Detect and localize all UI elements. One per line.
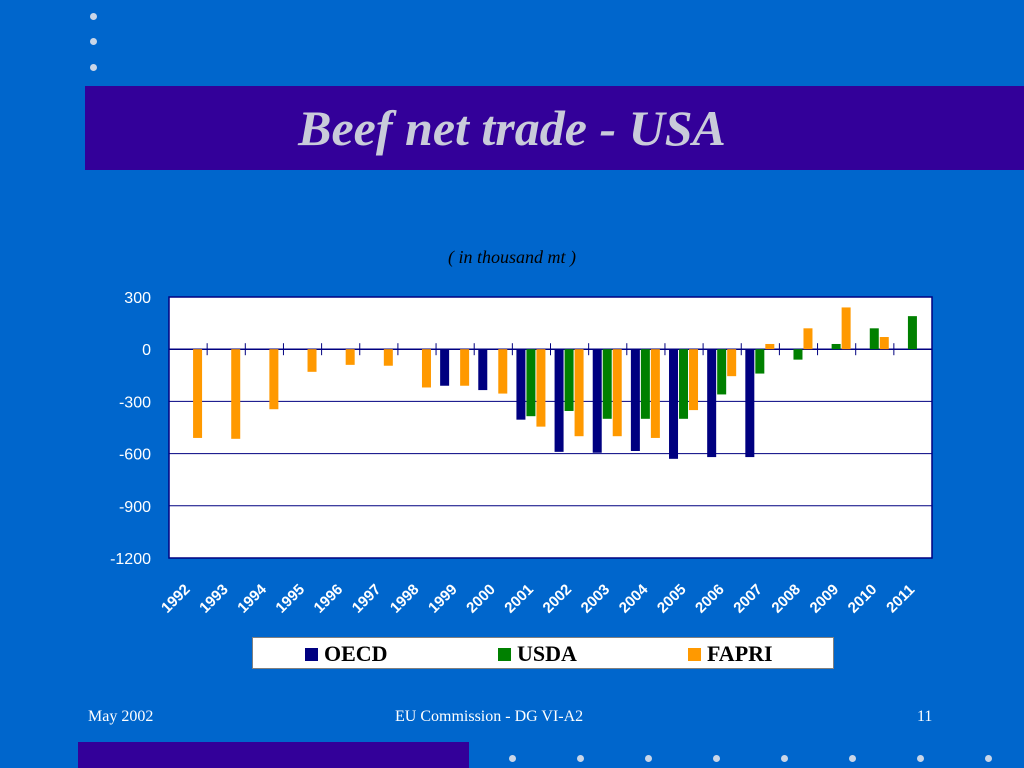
legend-swatch-oecd <box>305 647 318 661</box>
x-tick-label: 1999 <box>425 581 461 617</box>
y-tick-label: 0 <box>142 342 151 359</box>
bar-oecd-2004 <box>630 349 640 451</box>
bar-usda-2003 <box>602 349 612 419</box>
bar-fapri-1998 <box>421 349 431 388</box>
legend-label-usda: USDA <box>517 641 577 666</box>
bar-fapri-2007 <box>765 343 775 350</box>
x-tick-label: 1995 <box>272 581 308 617</box>
title-band <box>85 86 1024 170</box>
bar-usda-2010 <box>869 328 879 350</box>
x-tick-label: 2005 <box>654 581 690 617</box>
bar-fapri-1996 <box>345 349 355 365</box>
bar-usda-2011 <box>907 316 917 350</box>
x-tick-label: 2007 <box>730 581 766 617</box>
bar-fapri-2004 <box>650 349 660 438</box>
x-tick-label: 2004 <box>616 581 652 617</box>
bar-usda-2008 <box>793 349 803 360</box>
y-tick-label: -300 <box>119 394 151 411</box>
bar-oecd-2006 <box>707 349 717 458</box>
bar-usda-2004 <box>640 349 650 419</box>
chart-legend: OECD USDA FAPRI <box>252 637 834 669</box>
bar-usda-2002 <box>564 349 574 411</box>
bar-fapri-1994 <box>269 349 279 410</box>
footer-page-number: 11 <box>917 708 933 725</box>
bar-fapri-1992 <box>193 349 203 438</box>
y-tick-label: -1200 <box>110 551 151 568</box>
x-tick-label: 1994 <box>234 581 270 617</box>
bar-oecd-2000 <box>478 349 488 391</box>
bar-fapri-1993 <box>231 349 241 439</box>
decor-dot <box>90 13 97 20</box>
bar-fapri-1997 <box>383 349 393 366</box>
x-tick-label: 2000 <box>463 581 499 617</box>
decor-dot <box>849 755 856 762</box>
bar-oecd-2007 <box>745 349 755 458</box>
footer-date: May 2002 <box>88 708 154 725</box>
x-tick-label: 2009 <box>807 581 843 617</box>
y-tick-label: 300 <box>124 290 151 307</box>
bar-fapri-2009 <box>841 307 851 350</box>
bar-fapri-2000 <box>498 349 508 394</box>
x-tick-label: 1997 <box>349 581 385 617</box>
x-tick-label: 2002 <box>540 581 576 617</box>
x-tick-label: 1992 <box>158 581 194 617</box>
bar-oecd-2002 <box>554 349 564 452</box>
legend-label-oecd: OECD <box>324 641 388 666</box>
decor-dot <box>713 755 720 762</box>
bar-fapri-1995 <box>307 349 317 372</box>
bar-oecd-2001 <box>516 349 526 420</box>
legend-label-fapri: FAPRI <box>707 641 773 666</box>
decor-dot <box>90 64 97 71</box>
legend-item-fapri: FAPRI <box>688 641 773 666</box>
bar-fapri-2010 <box>879 337 889 350</box>
footer-organization: EU Commission - DG VI-A2 <box>395 708 584 725</box>
bar-oecd-1999 <box>440 349 450 386</box>
x-tick-label: 2003 <box>578 581 614 617</box>
x-tick-label: 2001 <box>501 581 537 617</box>
x-tick-label: 2006 <box>692 581 728 617</box>
decor-dot <box>577 755 584 762</box>
bar-fapri-1999 <box>460 349 470 386</box>
decor-dot <box>90 38 97 45</box>
decor-dot <box>917 755 924 762</box>
bar-oecd-2005 <box>669 349 679 459</box>
decor-dot <box>509 755 516 762</box>
x-tick-label: 1998 <box>387 581 423 617</box>
bar-fapri-2002 <box>574 349 584 437</box>
y-tick-label: -900 <box>119 499 151 516</box>
decor-dot <box>781 755 788 762</box>
slide-title: Beef net trade - USA <box>298 100 726 156</box>
bar-fapri-2001 <box>536 349 546 427</box>
bar-oecd-2003 <box>592 349 602 453</box>
x-tick-label: 2008 <box>768 581 804 617</box>
legend-item-usda: USDA <box>498 641 577 666</box>
bottom-band <box>78 742 469 768</box>
bar-usda-2001 <box>526 349 536 417</box>
bar-usda-2006 <box>717 349 727 395</box>
x-tick-label: 1996 <box>311 581 347 617</box>
bar-fapri-2006 <box>727 349 737 377</box>
decor-dot <box>985 755 992 762</box>
legend-item-oecd: OECD <box>305 641 388 666</box>
x-tick-label: 1993 <box>196 581 232 617</box>
legend-swatch-usda <box>498 647 511 661</box>
plot-area <box>168 296 933 559</box>
chart-subtitle: ( in thousand mt ) <box>448 247 576 267</box>
decor-dot <box>645 755 652 762</box>
bar-fapri-2003 <box>612 349 622 437</box>
bar-usda-2007 <box>755 349 765 374</box>
y-tick-label: -600 <box>119 447 151 464</box>
x-tick-label: 2011 <box>883 581 918 616</box>
legend-swatch-fapri <box>688 647 701 661</box>
bar-usda-2005 <box>679 349 689 419</box>
bar-fapri-2008 <box>803 328 813 350</box>
x-tick-label: 2010 <box>845 581 881 617</box>
bar-usda-2009 <box>831 343 841 350</box>
bar-fapri-2005 <box>689 349 699 411</box>
